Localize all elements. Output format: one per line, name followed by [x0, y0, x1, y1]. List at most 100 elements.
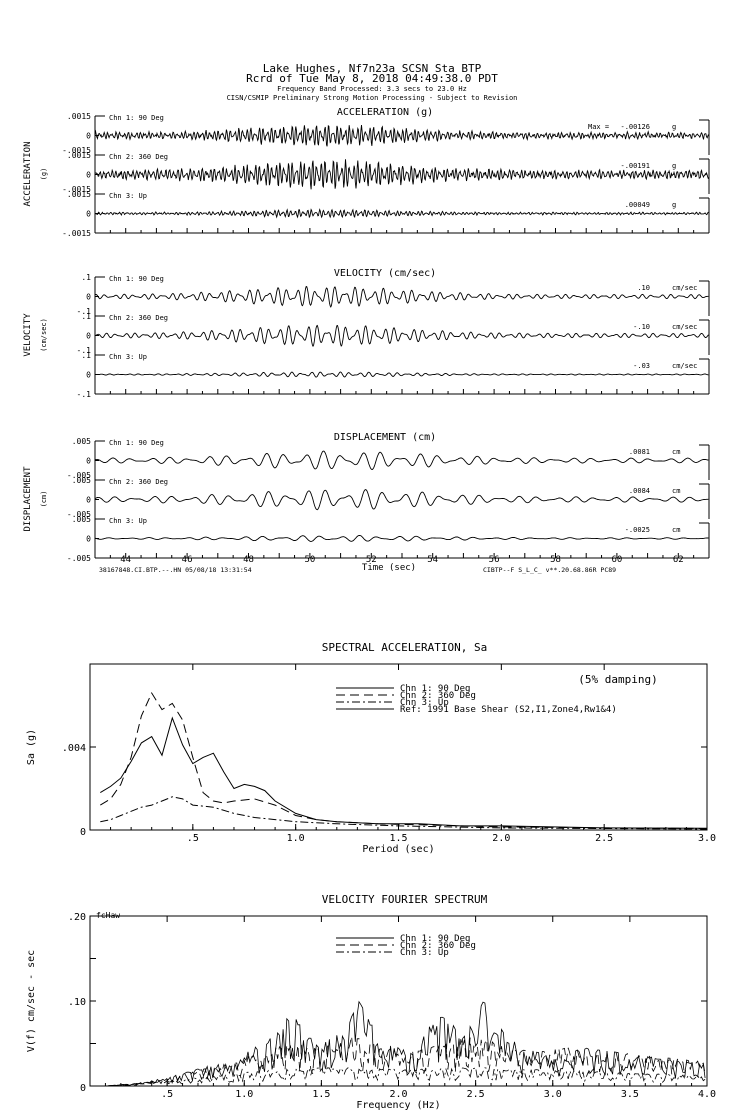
legend-label: Chn 3: Up	[400, 698, 449, 708]
channel-trace-2: .005 0 -.005 Chn 2: 360 Deg .0084 cm	[67, 476, 710, 519]
channel-peak-unit: cm/sec	[672, 362, 697, 370]
x-axis-title: Frequency (Hz)	[356, 1100, 440, 1111]
y-axis-title: V(f) cm/sec - sec	[26, 950, 37, 1052]
channel-ytick-bottom: -.0015	[62, 146, 91, 155]
channel-peak-value: -.00126	[620, 123, 650, 131]
panel-ylabel: VELOCITY	[23, 313, 33, 357]
footer-record-id: 38167848.CI.BTP.--.HN 05/08/18 13:31:54	[99, 566, 252, 574]
corner-label: fcHaw	[96, 911, 120, 920]
header-record-line: Rcrd of Tue May 8, 2018 04:49:38.0 PDT	[246, 72, 498, 85]
channel-ytick-zero: 0	[86, 535, 91, 544]
channel-name: Chn 2: 360 Deg	[109, 478, 168, 486]
x-tick-label: 1.0	[287, 833, 305, 844]
channel-ytick-zero: 0	[86, 496, 91, 505]
time-tick-label: 54	[427, 555, 438, 565]
channel-name: Chn 1: 90 Deg	[109, 275, 164, 283]
x-tick-label: .5	[187, 833, 199, 844]
channel-ytick-top: .005	[72, 515, 91, 524]
panel-title: ACCELERATION (g)	[337, 107, 433, 118]
channel-name: Chn 1: 90 Deg	[109, 439, 164, 447]
channel-trace-3: .1 0 -.1 Chn 3: Up -.03 cm/sec	[77, 351, 710, 399]
channel-peak-unit: cm	[672, 448, 680, 456]
channel-trace-3: .005 0 -.005 Chn 3: Up -.0025 cm	[67, 515, 710, 563]
max-label: Max =	[588, 123, 609, 131]
channel-trace-3: .0015 0 -.0015 Chn 3: Up .00049 g	[62, 190, 710, 238]
channel-name: Chn 3: Up	[109, 192, 147, 200]
fourier-series-line	[105, 1066, 706, 1087]
x-tick-label: 2.0	[492, 833, 510, 844]
time-tick-label: 44	[120, 555, 131, 565]
spectral-acceleration-chart: SPECTRAL ACCELERATION, Sa .5 1.0 1.5 2.0 2.5 3…	[26, 641, 716, 855]
time-tick-label: 60	[611, 555, 622, 565]
y-tick-label: .004	[62, 743, 86, 754]
timeseries-group-displacement: DISPLACEMENT (cm) DISPLACEMENT (cm) .005 0 -.…	[23, 432, 710, 563]
legend-label: Chn 1: 90 Deg	[400, 684, 470, 694]
sa-series-line	[100, 716, 708, 829]
time-tick-label: 48	[243, 555, 254, 565]
channel-ytick-top: .0015	[67, 190, 91, 199]
channel-peak-value: -.00191	[620, 162, 650, 170]
channel-peak-value: -.0025	[625, 526, 650, 534]
channel-waveform	[94, 534, 709, 542]
channel-ytick-top: .1	[81, 273, 91, 282]
sa-series-line	[100, 691, 708, 829]
time-tick-label: 58	[550, 555, 561, 565]
x-tick-label: 3.5	[621, 1089, 639, 1100]
time-axis-labels: 44 46 48 50 52 54 56 58 60 62 Time (sec) 38167848.C…	[99, 555, 684, 574]
channel-ytick-zero: 0	[86, 210, 91, 219]
channel-trace-2: .0015 0 -.0015 Chn 2: 360 Deg -.00191 g	[62, 151, 710, 194]
channel-ytick-bottom: -.1	[77, 307, 92, 316]
panel-yunit: (cm)	[40, 491, 48, 508]
time-tick-label: 50	[304, 555, 315, 565]
timeseries-group-acceleration: ACCELERATION (g) ACCELERATION (g) .0015 0 -.0…	[23, 107, 710, 238]
x-tick-label: 4.0	[698, 1089, 716, 1100]
channel-ytick-zero: 0	[86, 371, 91, 380]
channel-ytick-bottom: -.1	[77, 390, 92, 399]
channel-ytick-top: .0015	[67, 112, 91, 121]
channel-peak-unit: cm	[672, 487, 680, 495]
channel-trace-1: .005 0 -.005 Chn 1: 90 Deg .0081 cm	[67, 437, 710, 480]
legend-label: Chn 1: 90 Deg	[400, 934, 470, 944]
x-axis-title: Period (sec)	[362, 844, 434, 855]
channel-peak-unit: g	[672, 123, 676, 131]
channel-peak-value: .10	[637, 284, 650, 292]
x-origin-label: 0	[80, 827, 86, 838]
channel-peak-value: .0084	[629, 487, 650, 495]
channel-name: Chn 3: Up	[109, 517, 147, 525]
velocity-fourier-spectrum-chart: VELOCITY FOURIER SPECTRUM .5 1.0 1.5 2.0 2.5 3…	[26, 893, 716, 1111]
channel-ytick-zero: 0	[86, 171, 91, 180]
channel-ytick-zero: 0	[86, 293, 91, 302]
x-tick-label: 2.5	[467, 1089, 485, 1100]
x-tick-label: 1.5	[389, 833, 407, 844]
channel-ytick-top: .1	[81, 351, 91, 360]
y-tick-label: .10	[68, 997, 86, 1008]
channel-peak-unit: g	[672, 201, 676, 209]
channel-name: Chn 2: 360 Deg	[109, 314, 168, 322]
channel-ytick-top: .1	[81, 312, 91, 321]
x-tick-label: 2.0	[389, 1089, 407, 1100]
x-tick-label: 3.0	[544, 1089, 562, 1100]
chart-title: VELOCITY FOURIER SPECTRUM	[322, 893, 488, 906]
header-station-line: Lake Hughes, Nf7n23a SCSN Sta BTP	[263, 62, 482, 75]
channel-waveform	[94, 489, 709, 511]
channel-ytick-bottom: -.005	[67, 510, 91, 519]
time-tick-label: 62	[673, 555, 684, 565]
chart-title: SPECTRAL ACCELERATION, Sa	[322, 641, 488, 654]
channel-peak-value: -.03	[633, 362, 650, 370]
channel-ytick-bottom: -.005	[67, 471, 91, 480]
sa-series-line	[100, 796, 708, 830]
footer-processing-code: CIBTP--F S_L_C_ v**.20.68.86R PC89	[483, 566, 616, 574]
time-tick-label: 46	[182, 555, 193, 565]
panel-yunit: (cm/sec)	[40, 318, 48, 352]
y-tick-label: .20	[68, 912, 86, 923]
channel-peak-unit: cm/sec	[672, 323, 697, 331]
x-tick-label: 1.0	[235, 1089, 253, 1100]
channel-ytick-bottom: -.005	[67, 554, 91, 563]
legend-label: Ref: 1991 Base Shear (S2,I1,Zone4,Rw1&4)	[400, 705, 617, 715]
channel-name: Chn 2: 360 Deg	[109, 153, 168, 161]
channel-waveform	[94, 159, 709, 190]
channel-trace-1: .0015 0 -.0015 Chn 1: 90 Deg Max = -.00126 g	[62, 112, 710, 155]
legend-label: Chn 2: 360 Deg	[400, 941, 476, 951]
